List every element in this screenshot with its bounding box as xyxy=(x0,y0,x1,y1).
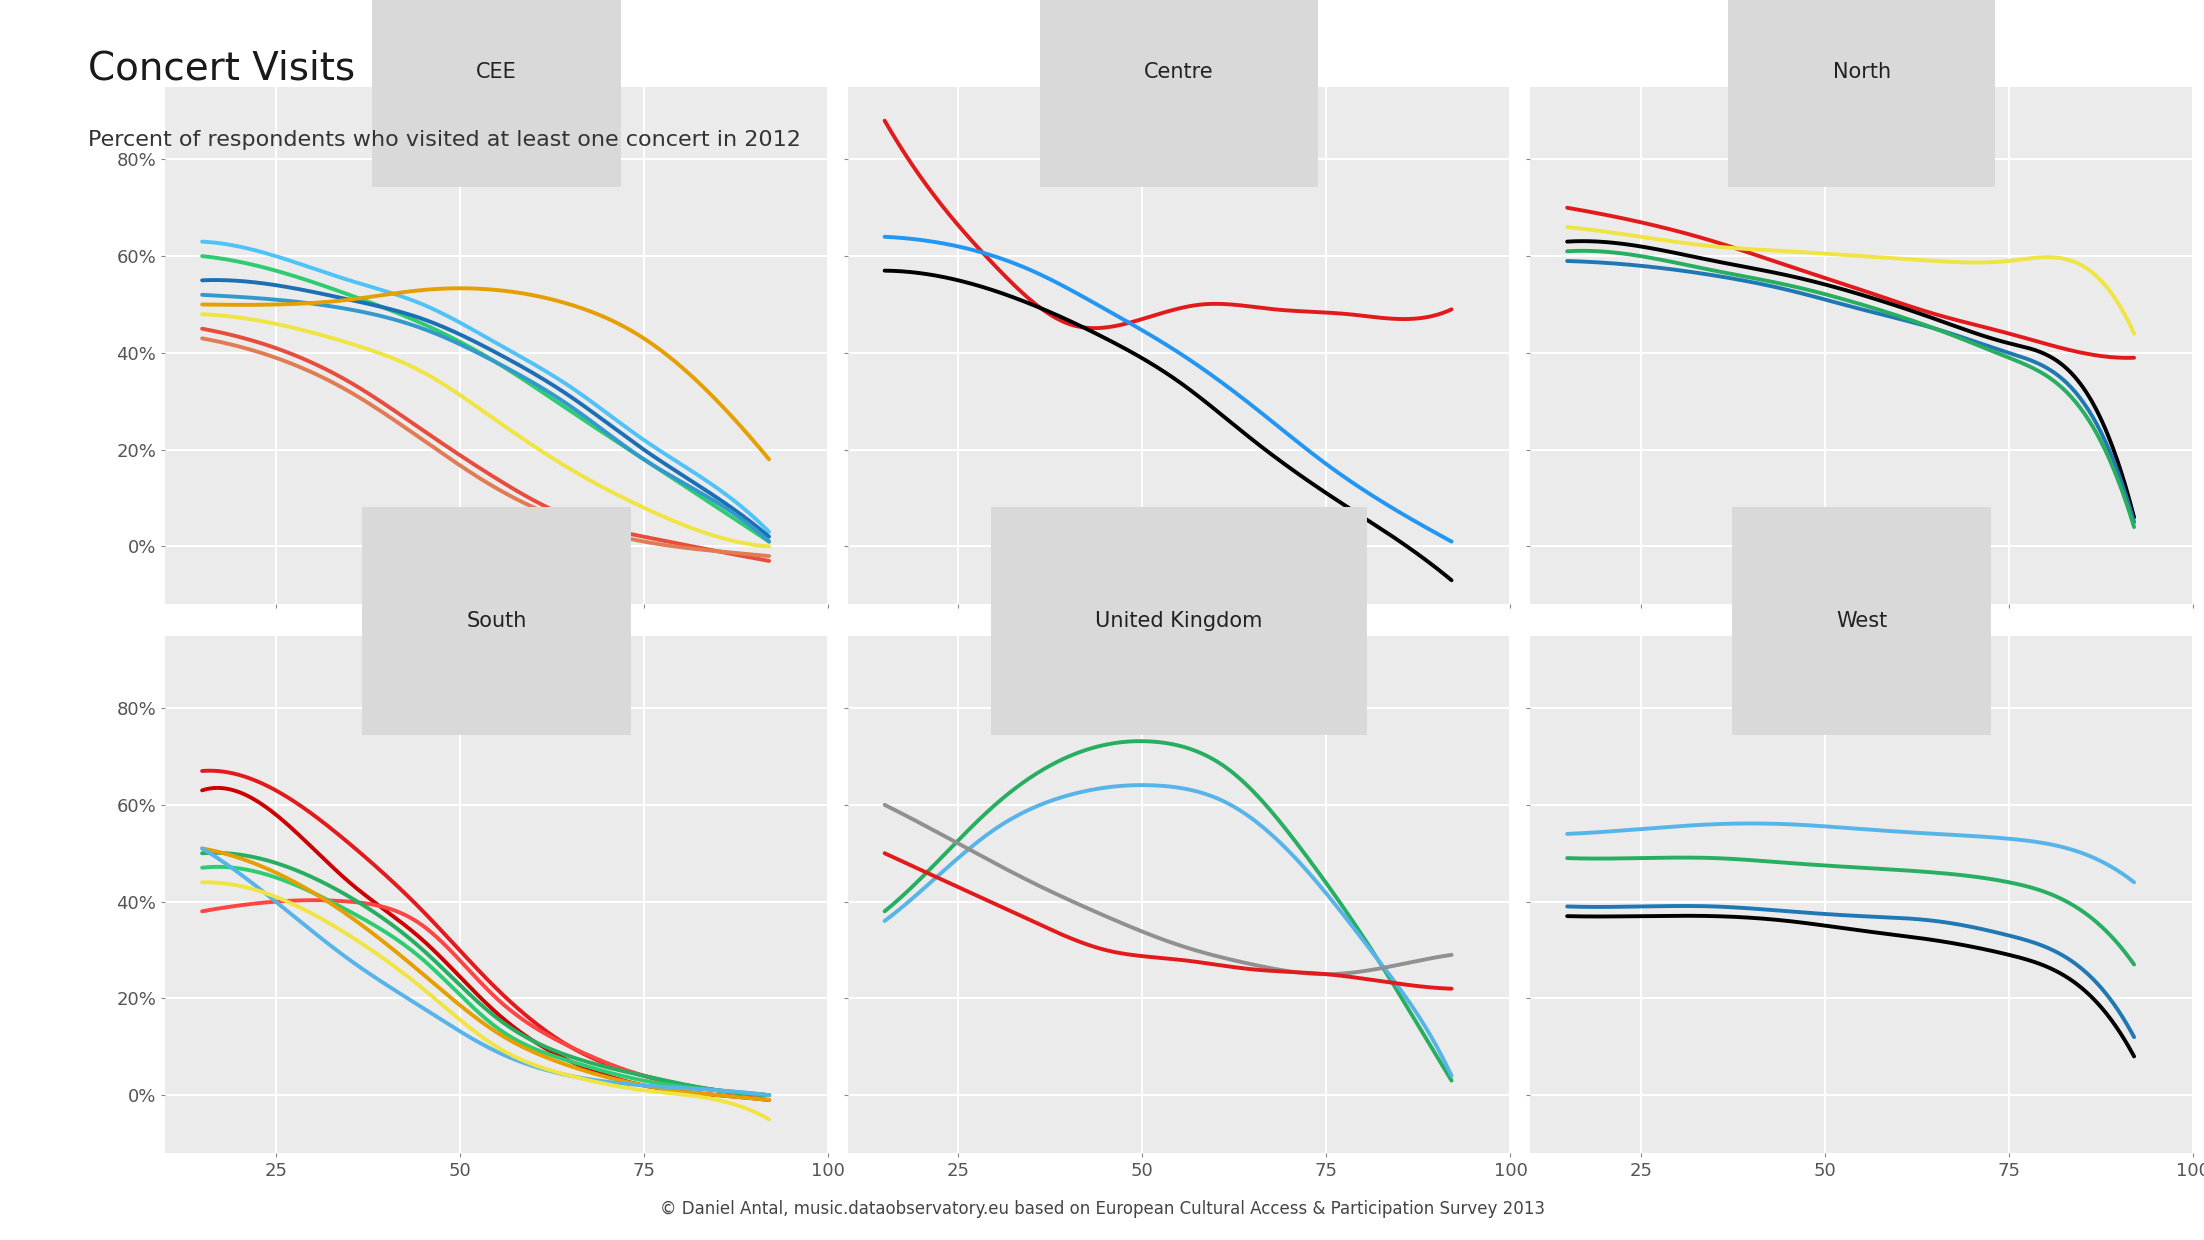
Title: South: South xyxy=(467,611,527,631)
Title: Centre: Centre xyxy=(1144,62,1214,83)
Title: United Kingdom: United Kingdom xyxy=(1095,611,1263,631)
Title: CEE: CEE xyxy=(476,62,518,83)
Text: Percent of respondents who visited at least one concert in 2012: Percent of respondents who visited at le… xyxy=(88,130,800,150)
Text: Concert Visits: Concert Visits xyxy=(88,50,355,88)
Title: North: North xyxy=(1832,62,1891,83)
Title: West: West xyxy=(1836,611,1887,631)
Text: © Daniel Antal, music.dataobservatory.eu based on European Cultural Access & Par: © Daniel Antal, music.dataobservatory.eu… xyxy=(659,1200,1545,1218)
